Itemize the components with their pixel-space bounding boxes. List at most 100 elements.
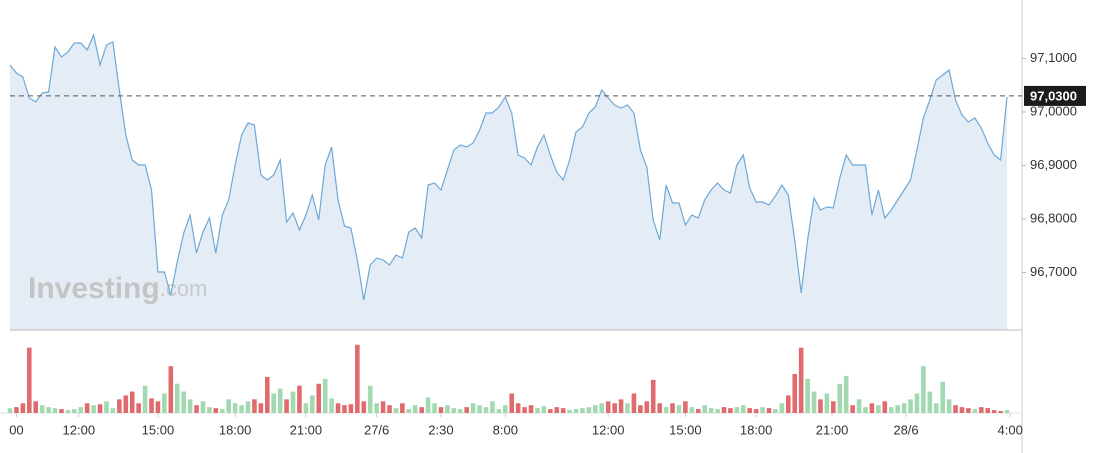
- volume-bar: [207, 407, 212, 413]
- volume-bar: [837, 383, 843, 413]
- volume-bar: [753, 409, 759, 413]
- volume-bar: [123, 395, 129, 413]
- volume-bar: [715, 409, 720, 413]
- volume-bar: [412, 405, 418, 413]
- volume-bar: [779, 403, 785, 413]
- volume-bar: [824, 393, 830, 413]
- volume-bar: [367, 385, 373, 413]
- volume-bar: [882, 401, 888, 413]
- volume-bar: [831, 401, 836, 413]
- x-tick-label: 18:00: [219, 422, 252, 437]
- volume-bar: [773, 409, 778, 413]
- volume-bar: [470, 403, 476, 413]
- volume-bar: [786, 395, 791, 413]
- volume-bar: [618, 399, 624, 413]
- watermark: Investing.com: [28, 272, 207, 305]
- volume-bar: [940, 381, 945, 413]
- volume-bar: [573, 409, 579, 413]
- volume-bar: [445, 405, 450, 413]
- volume-bar: [290, 391, 296, 413]
- volume-bar: [149, 398, 154, 413]
- volume-bar: [348, 404, 354, 413]
- volume-bar: [59, 409, 64, 413]
- volume-bar: [400, 403, 405, 413]
- x-tick-label: 8:00: [493, 422, 518, 437]
- volume-bar: [245, 401, 251, 413]
- volume-bar: [303, 403, 309, 413]
- volume-bar: [271, 393, 277, 413]
- volume-bar: [393, 408, 399, 413]
- volume-bar: [252, 399, 257, 413]
- volume-bar: [406, 409, 412, 413]
- volume-bar: [129, 391, 135, 413]
- volume-bar: [277, 388, 283, 413]
- volume-bar: [432, 403, 437, 413]
- volume-bar: [284, 399, 289, 413]
- volume-bar: [104, 401, 109, 413]
- volume-bar: [239, 405, 244, 413]
- volume-bar: [914, 393, 920, 413]
- volume-bar: [387, 405, 392, 413]
- watermark-suffix: .com: [160, 276, 208, 301]
- volume-bar: [560, 408, 566, 413]
- volume-bar: [213, 408, 219, 413]
- volume-bar: [78, 407, 84, 413]
- volume-bar: [650, 379, 656, 413]
- last-price-tag: [1024, 85, 1086, 106]
- y-tick-label: 96,8000: [1030, 210, 1077, 225]
- volume-bar: [355, 344, 360, 413]
- volume-bar: [535, 408, 540, 413]
- volume-bar: [541, 406, 547, 413]
- y-tick-label: 96,7000: [1030, 264, 1077, 279]
- last-price-label: 97,0300: [1030, 88, 1077, 103]
- x-tick-label: 4:00: [998, 422, 1023, 437]
- volume-bar: [110, 408, 116, 413]
- volume-bar: [663, 407, 669, 413]
- volume-bar: [91, 405, 96, 413]
- x-tick-label: 27/6: [364, 422, 389, 437]
- volume-bar: [181, 391, 186, 413]
- volume-bar: [895, 405, 900, 413]
- volume-bar: [329, 398, 334, 413]
- volume-bar: [297, 385, 302, 413]
- volume-bar: [998, 411, 1003, 413]
- volume-bar: [599, 403, 605, 413]
- volume-bar: [1004, 410, 1010, 413]
- volume-bar: [766, 408, 772, 413]
- area-fill: [10, 35, 1007, 330]
- volume-bar: [953, 405, 958, 413]
- volume-bar: [740, 405, 746, 413]
- y-tick-label: 97,1000: [1030, 50, 1077, 65]
- volume-bar: [798, 347, 804, 413]
- x-tick-label: 28/6: [893, 422, 918, 437]
- volume-bar: [522, 407, 527, 413]
- volume-bar: [84, 403, 90, 413]
- volume-bar: [168, 366, 174, 413]
- volume-bar: [7, 408, 13, 413]
- volume-bar: [670, 403, 675, 413]
- volume-bar: [631, 393, 637, 413]
- volume-bar: [335, 403, 341, 413]
- volume-bar: [232, 403, 238, 413]
- volume-bar: [548, 409, 553, 413]
- x-tick-label: 21:00: [816, 422, 849, 437]
- volume-bar: [689, 407, 695, 413]
- volume-bar: [946, 399, 952, 413]
- volume-bar: [502, 405, 508, 413]
- volume-bar: [425, 397, 431, 413]
- volume-bar: [683, 401, 688, 413]
- volume-bar: [721, 407, 727, 413]
- volume-bar: [676, 405, 682, 413]
- volume-bar: [20, 403, 26, 413]
- volume-bar: [310, 395, 315, 413]
- x-tick-label: 12:00: [63, 422, 96, 437]
- x-tick-label: 21:00: [290, 422, 323, 437]
- x-tick-label: 2:30: [428, 422, 453, 437]
- volume-bar: [921, 366, 926, 413]
- volume-bar: [850, 405, 855, 413]
- volume-bar: [515, 403, 521, 413]
- volume-bar: [811, 391, 817, 413]
- volume-bar: [342, 405, 347, 413]
- price-line: [9, 33, 1008, 301]
